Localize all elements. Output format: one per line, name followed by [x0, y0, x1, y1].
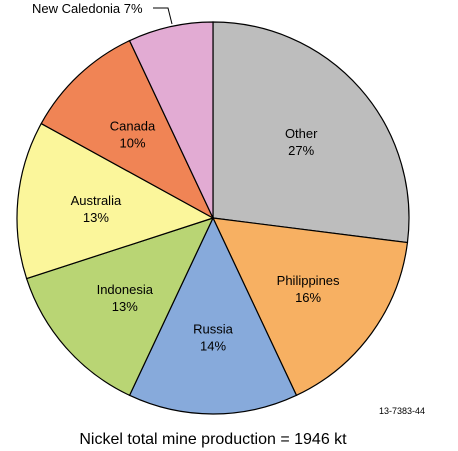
- slice-canada: [40, 39, 215, 220]
- slice-label-australia: Australia: [71, 193, 122, 208]
- slice-label-philippines: Philippines: [277, 273, 340, 288]
- leader-line: [153, 7, 173, 25]
- slice-australia: [16, 122, 215, 280]
- slice-indonesia: [25, 217, 215, 397]
- slice-new-caledonia: [128, 21, 214, 219]
- slice-value-australia: 13%: [83, 210, 109, 225]
- chart-caption: Nickel total mine production = 1946 kt: [79, 431, 347, 448]
- slice-russia: [128, 216, 298, 415]
- pie-labels: Other 27% Philippines 16% Russia 14% Indonesia…: [71, 118, 340, 353]
- external-label-new-caledonia: New Caledonia 7%: [32, 1, 143, 16]
- slice-other: [212, 21, 410, 244]
- slice-philippines: [211, 217, 409, 397]
- slice-value-indonesia: 13%: [112, 299, 138, 314]
- slice-label-other: Other: [285, 126, 318, 141]
- slice-label-canada: Canada: [110, 118, 156, 133]
- slice-value-other: 27%: [288, 143, 314, 158]
- slice-value-philippines: 16%: [295, 290, 321, 305]
- pie-slices: [16, 21, 410, 415]
- slice-value-russia: 14%: [200, 339, 226, 354]
- slice-label-indonesia: Indonesia: [97, 282, 154, 297]
- slice-value-canada: 10%: [119, 135, 145, 150]
- slice-label-russia: Russia: [193, 322, 234, 337]
- figure-id: 13-7383-44: [379, 406, 425, 416]
